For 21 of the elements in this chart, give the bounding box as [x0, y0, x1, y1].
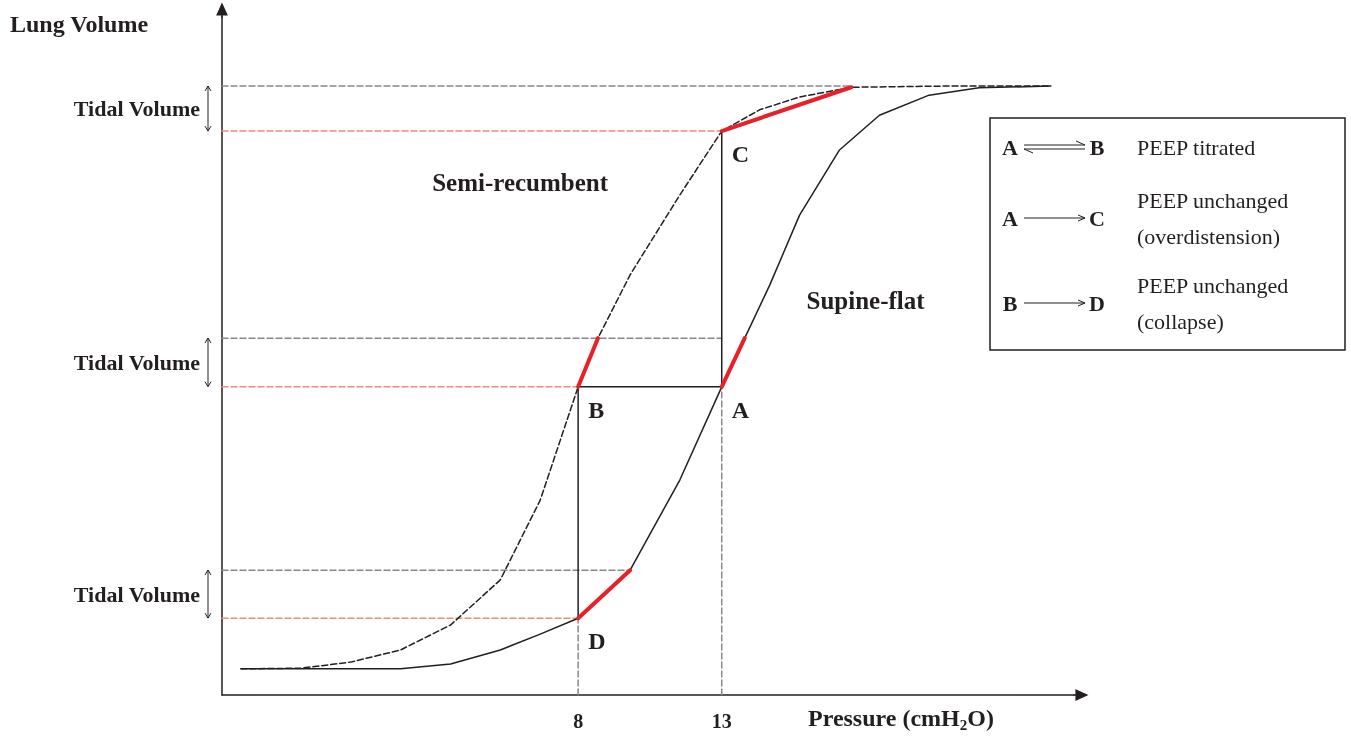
annotation: B [1002, 290, 1018, 316]
series-label: Supine-flat [806, 286, 926, 314]
annotation: A [1002, 205, 1019, 231]
text: PEEP titrated [1137, 134, 1256, 160]
text: C [1089, 205, 1105, 231]
text: PEEP unchanged (overdistension) [1137, 187, 1294, 249]
text: Tidal Volume [73, 350, 201, 375]
text: Tidal Volume [73, 96, 201, 122]
text: Tidal Volume [73, 581, 201, 607]
x-tick-label: 8 [573, 710, 584, 732]
annotation: A [1002, 134, 1019, 160]
annotation: C [731, 141, 750, 168]
annotation: D [588, 628, 606, 655]
y-axis-title: Lung Volume [10, 11, 149, 37]
annotation: B [588, 396, 605, 423]
text: PEEP unchanged (collapse) [1137, 272, 1294, 334]
text: Semi-recumbent [432, 169, 609, 197]
text: B [1089, 134, 1105, 160]
text: D [1089, 290, 1105, 316]
annotation: A [731, 396, 750, 423]
x-tick-label: 13 [711, 710, 732, 732]
